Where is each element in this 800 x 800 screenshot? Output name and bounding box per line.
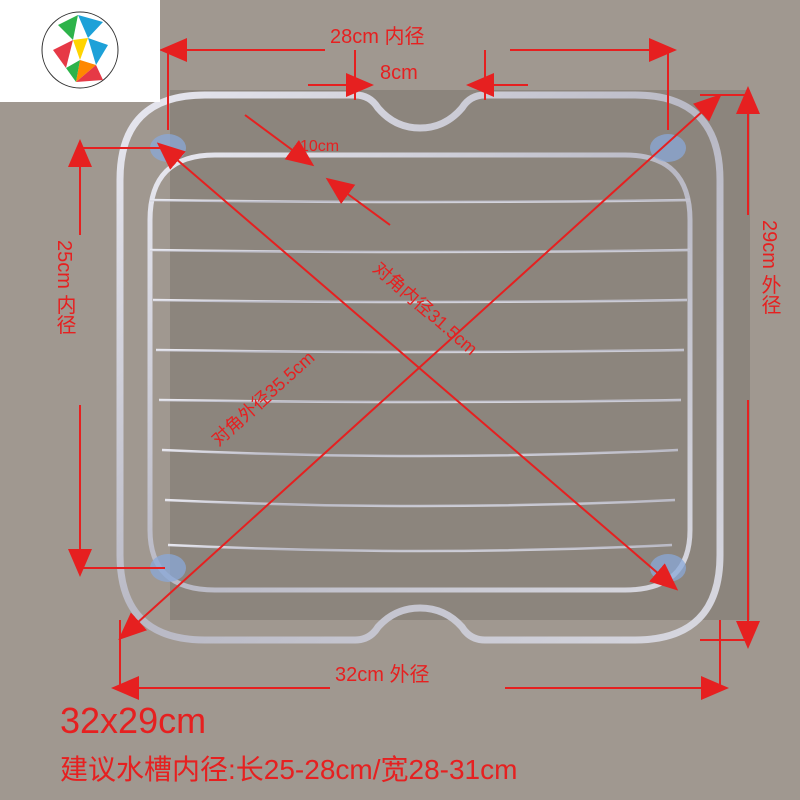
label-top-notch: 8cm: [380, 62, 418, 85]
label-depth: 10cm: [300, 138, 339, 156]
overall-size: 32x29cm: [60, 700, 206, 742]
label-bottom-outer: 32cm 外径: [335, 658, 429, 687]
recommendation-text: 建议水槽内径:长25-28cm/宽28-31cm: [60, 748, 517, 788]
label-right-outer: 29cm 外径: [755, 220, 784, 314]
brand-logo: [0, 0, 160, 102]
label-top-inner: 28cm 内径: [330, 20, 424, 49]
wire-basket: [100, 50, 740, 650]
label-left-inner: 25cm 内径: [50, 240, 79, 334]
